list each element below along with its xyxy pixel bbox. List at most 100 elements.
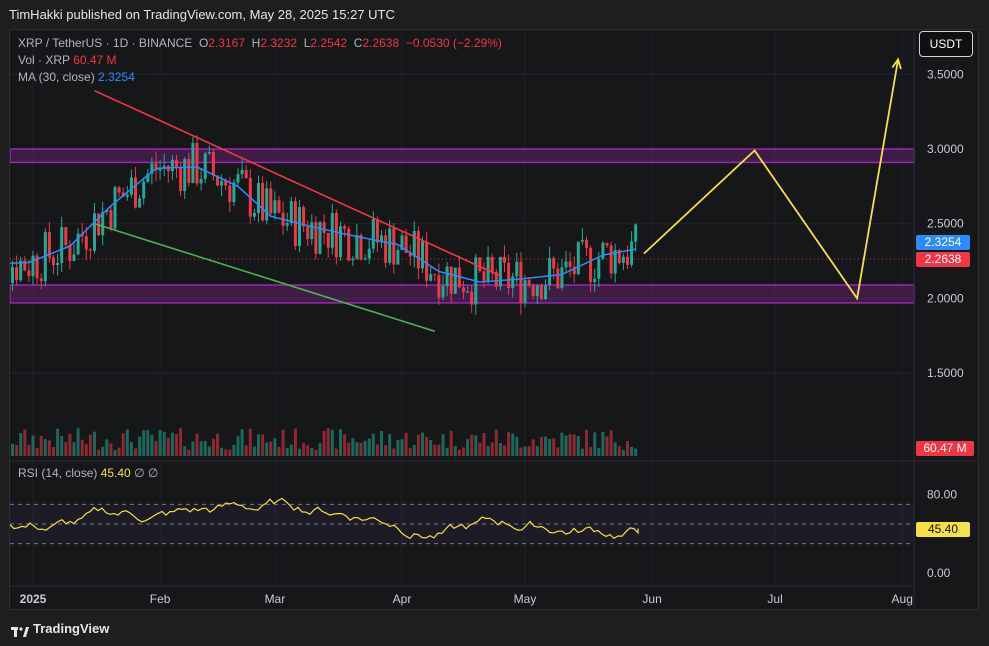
candle-body (564, 261, 568, 268)
candles (11, 135, 638, 315)
candle-body (158, 168, 162, 171)
price-zone (10, 148, 915, 164)
candle-body (593, 278, 597, 282)
volume-bar (170, 432, 174, 456)
price-tick-label: 3.0000 (927, 142, 964, 156)
candle-body (343, 226, 347, 229)
volume-bar (433, 444, 437, 456)
candle-body (138, 198, 142, 208)
candle-body (556, 268, 560, 289)
volume-bar (179, 428, 183, 456)
volume-bar (261, 434, 265, 456)
candle-body (535, 285, 539, 297)
candle-body (224, 180, 228, 186)
candle-body (179, 167, 183, 191)
candle-body (400, 235, 404, 250)
candle-body (318, 222, 322, 254)
volume-bar (269, 441, 273, 456)
candle-body (634, 224, 638, 242)
candle-body (15, 267, 19, 281)
candle-body (150, 163, 154, 174)
candle-body (64, 227, 68, 245)
volume-bar (453, 446, 457, 456)
legend-change: −0.0530 (−2.29%) (405, 36, 502, 50)
candle-body (146, 173, 150, 182)
candle-body (457, 267, 461, 288)
currency-button[interactable]: USDT (919, 31, 973, 57)
volume-bar (216, 433, 219, 456)
candle-body (211, 152, 215, 176)
legend-ma-value: 2.3254 (98, 70, 135, 84)
volume-bar (371, 433, 375, 456)
volume-bar (314, 449, 318, 456)
candle-body (56, 263, 60, 265)
candle-body (347, 228, 351, 261)
candle-body (31, 255, 35, 277)
candle-body (109, 210, 113, 229)
candle-body (183, 159, 187, 191)
candle-body (93, 213, 96, 251)
volume-bar (326, 428, 330, 456)
legend-volume-value: 60.47 M (73, 53, 117, 67)
trendlines (94, 57, 902, 333)
legend-rsi-extra: ∅ ∅ (134, 466, 159, 480)
volume-bar (265, 442, 269, 456)
legend-symbol: XRP / TetherUS · 1D · BINANCE (18, 36, 193, 50)
candle-body (175, 159, 178, 168)
candle-body (310, 222, 314, 240)
candle-body (162, 165, 166, 169)
legend-high: 2.3232 (260, 36, 298, 50)
volume-bar (634, 448, 638, 456)
volume-bar (589, 447, 593, 456)
volume-bar (572, 434, 576, 456)
chart-area[interactable]: 3.5000 3.0000 2.5000 2.0000 1.5000 2025 Feb Mar… (9, 29, 979, 610)
candle-body (531, 285, 535, 296)
volume-bar (527, 446, 531, 456)
candle-body (568, 261, 572, 267)
volume-bar (535, 446, 539, 456)
chart-canvas[interactable]: 3.5000 3.0000 2.5000 2.0000 1.5000 2025 Feb Mar… (10, 30, 978, 609)
resistance-trendline (94, 89, 501, 277)
volume-bar (285, 448, 289, 456)
volume-bar (158, 429, 162, 456)
volume-bar (60, 435, 64, 456)
volume-bar (15, 444, 19, 456)
candle-body (371, 219, 375, 249)
legend-rsi-value: 45.40 (100, 466, 131, 480)
volume-bar (396, 440, 400, 456)
volume-bar (318, 443, 322, 456)
candle-body (539, 285, 543, 300)
volume-bar (462, 447, 465, 456)
price-tick-label: 2.0000 (927, 291, 964, 305)
time-tick-label: 2025 (20, 592, 47, 606)
volume-bar (236, 436, 240, 456)
rsi-tick-label: 0.00 (927, 566, 951, 580)
candle-body (421, 241, 424, 269)
candle-body (273, 200, 277, 214)
volume-bar (232, 444, 236, 456)
volume-bar (576, 436, 580, 456)
candle-body (84, 236, 88, 250)
volume-bar (425, 437, 429, 456)
volume-bar (412, 445, 416, 456)
volume-bar (609, 430, 613, 456)
volume-bar (408, 448, 412, 456)
candle-body (626, 256, 629, 265)
volume-bar (281, 429, 285, 456)
volume-bar (601, 432, 605, 456)
volume-bar (195, 433, 199, 456)
candle-body (105, 210, 109, 212)
candle-body (511, 276, 515, 288)
volume-bar (511, 433, 515, 456)
volume-bar (203, 440, 207, 456)
candle-body (384, 235, 388, 263)
volume-bar (470, 434, 474, 456)
legend-high-label: H (251, 36, 261, 50)
candle-body (236, 174, 240, 183)
candle-body (117, 187, 121, 193)
candle-body (289, 201, 293, 224)
volume-bar (146, 430, 150, 456)
candle-body (523, 280, 527, 303)
candle-body (470, 291, 474, 305)
candle-body (515, 261, 519, 277)
